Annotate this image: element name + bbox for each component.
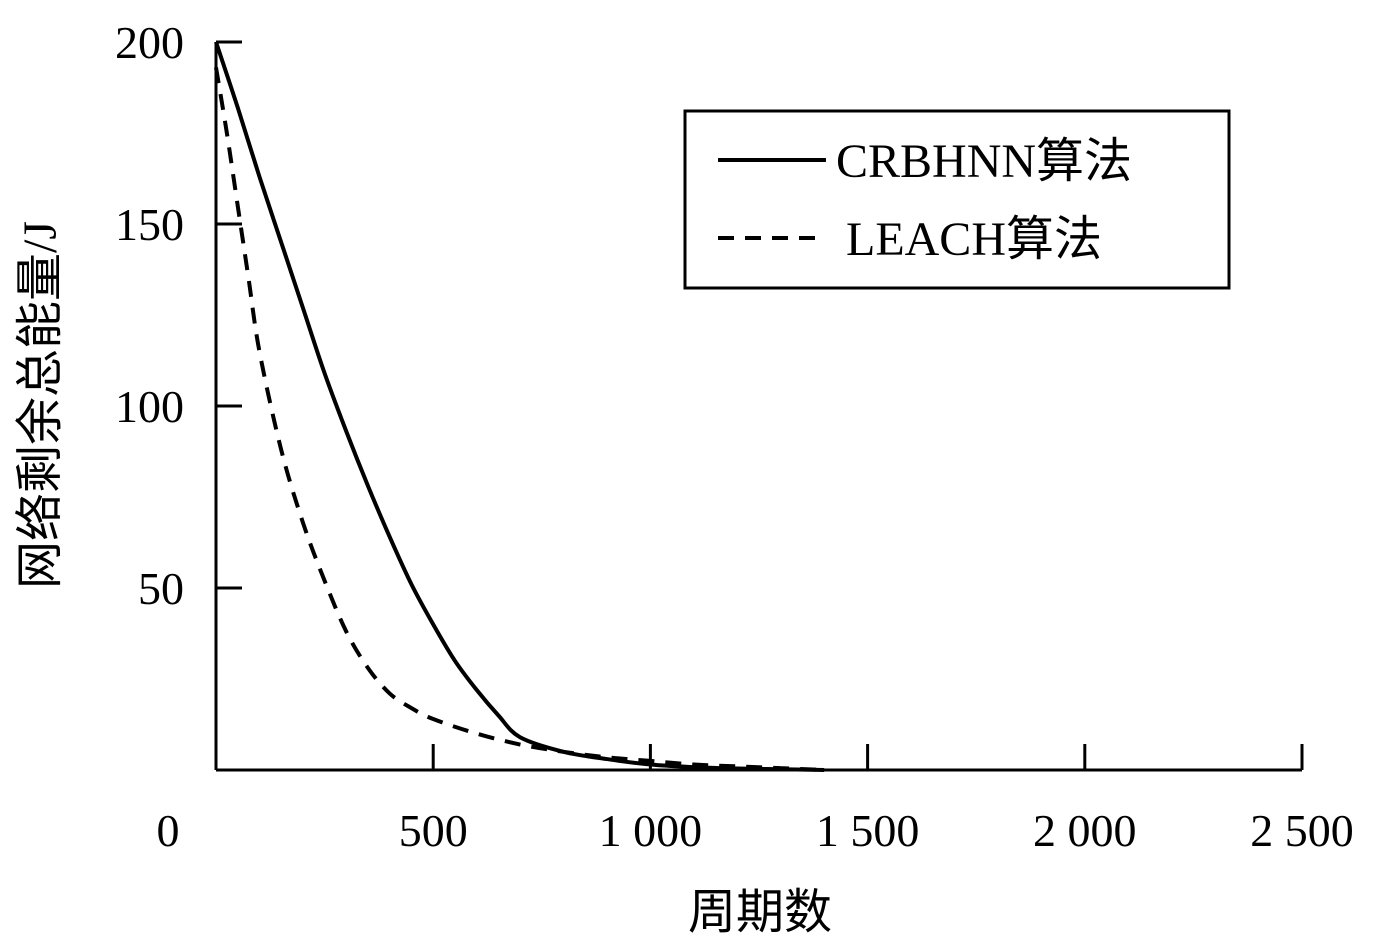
series-line-crbhnn <box>214 41 825 772</box>
y-axis-title: 网络剩余总能量/J <box>14 221 67 589</box>
x-tick-label: 1 000 <box>599 805 703 856</box>
x-tick-label: 500 <box>399 805 468 856</box>
series-line-leach <box>214 67 825 772</box>
y-tick-label: 50 <box>138 563 184 614</box>
x-tick-label: 2 000 <box>1033 805 1137 856</box>
axes: 0 500 1 000 1 500 2 000 2 500 50 100 150 200 <box>115 17 1354 856</box>
legend-box <box>683 109 1231 290</box>
legend-label: LEACH算法 <box>846 213 1102 266</box>
y-tick-label: 150 <box>115 199 184 250</box>
x-tick-label: 1 500 <box>816 805 920 856</box>
x-tick-label: 2 500 <box>1250 805 1354 856</box>
legend-label: CRBHNN算法 <box>836 135 1132 188</box>
x-tick-label: 0 <box>157 805 180 856</box>
x-axis-title: 周期数 <box>688 886 832 939</box>
legend: CRBHNN算法 LEACH算法 <box>683 109 1231 290</box>
y-tick-label: 100 <box>115 381 184 432</box>
y-tick-label: 200 <box>115 17 184 68</box>
series-layer <box>214 41 825 772</box>
